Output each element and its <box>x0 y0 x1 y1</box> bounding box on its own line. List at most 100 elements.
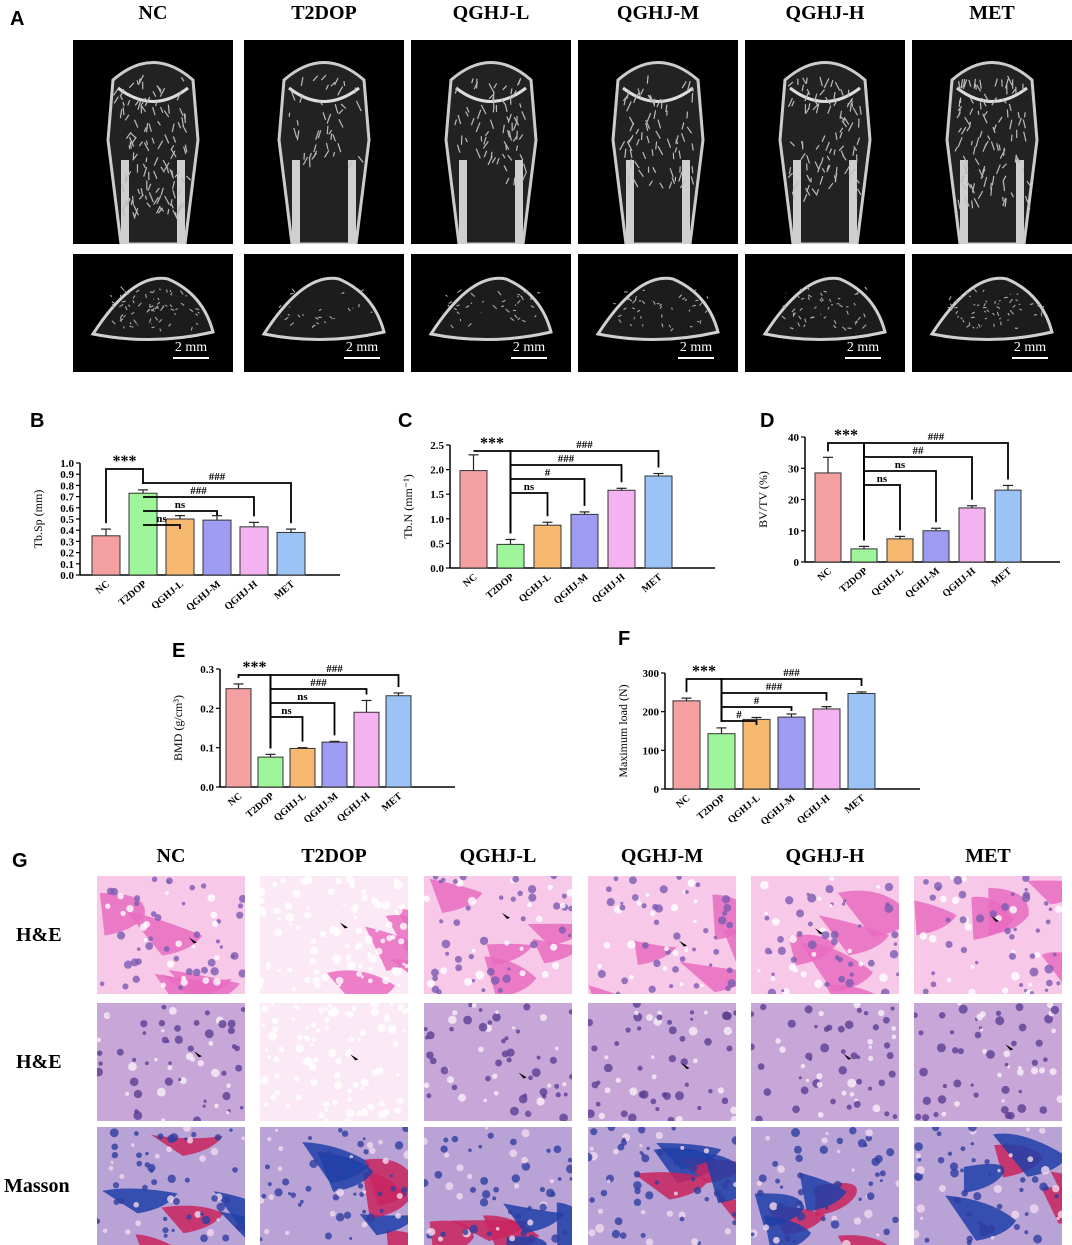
histology-image <box>260 876 408 994</box>
scale-bar: 2 mm <box>833 340 893 359</box>
cell <box>319 1112 325 1118</box>
cell <box>837 1150 841 1154</box>
cell <box>289 922 292 925</box>
cell <box>1011 1211 1019 1219</box>
cell <box>194 1020 200 1026</box>
cell <box>260 1076 268 1084</box>
y-tick-label: 0.0 <box>430 563 444 575</box>
cell <box>880 1170 886 1176</box>
cell <box>291 1017 295 1021</box>
cell <box>111 1143 118 1150</box>
cell <box>1026 1128 1030 1132</box>
cell <box>858 1198 861 1201</box>
cell <box>185 1178 190 1183</box>
y-tick-label: 0 <box>794 557 800 569</box>
cell <box>1020 1177 1025 1182</box>
cell <box>769 951 772 954</box>
bar-qghj-h <box>608 490 635 568</box>
cell <box>214 1104 218 1108</box>
cell <box>161 1005 166 1010</box>
cell <box>982 1049 987 1054</box>
cell <box>640 1090 649 1099</box>
cell <box>849 1127 856 1134</box>
cell <box>188 1046 194 1052</box>
cell <box>986 1050 995 1059</box>
cell <box>208 1041 213 1046</box>
cell <box>1046 980 1053 987</box>
cell <box>1023 891 1030 898</box>
scale-bar-line <box>344 357 380 359</box>
cell <box>562 1230 567 1235</box>
ct-cross-section-image: 2 mm <box>244 254 404 372</box>
x-tick-label: T2DOP <box>117 579 149 608</box>
cell <box>441 1067 449 1075</box>
cell <box>772 918 780 926</box>
cell <box>592 1082 599 1089</box>
cell <box>395 907 403 915</box>
cell <box>124 961 132 969</box>
cell <box>771 972 774 975</box>
cell <box>614 1041 619 1046</box>
cell <box>401 1187 407 1193</box>
cell <box>604 1064 613 1073</box>
cell <box>558 1177 562 1181</box>
cell <box>274 1188 282 1196</box>
cell <box>791 957 797 963</box>
cell <box>796 1200 803 1207</box>
cell <box>1045 965 1054 974</box>
y-tick-label: 1.0 <box>430 514 444 526</box>
cell <box>261 1194 266 1199</box>
y-tick-label: 0.0 <box>200 782 214 794</box>
y-tick-label: 0.1 <box>60 559 74 571</box>
cell <box>396 1097 403 1104</box>
cell <box>663 1092 671 1100</box>
cell <box>358 1183 363 1188</box>
cell <box>201 883 206 888</box>
cell <box>198 1060 204 1066</box>
cell <box>848 961 853 966</box>
cell <box>933 1112 938 1117</box>
cell <box>173 1198 180 1205</box>
cell <box>722 895 730 903</box>
cell <box>959 1005 968 1014</box>
cell <box>204 1100 207 1103</box>
y-axis-label: BV/TV (%) <box>756 471 770 528</box>
scale-bar-label: 2 mm <box>680 340 712 355</box>
cell <box>216 1203 225 1212</box>
cell <box>540 1014 547 1021</box>
cell <box>278 1166 283 1171</box>
cell <box>210 912 217 919</box>
cell <box>1030 953 1035 958</box>
cell <box>203 1105 206 1108</box>
cell <box>597 964 602 969</box>
cell <box>174 956 180 962</box>
cell <box>607 898 615 906</box>
cell <box>845 1020 854 1029</box>
cell <box>514 1183 519 1188</box>
cell <box>994 1185 1002 1193</box>
cell <box>961 1190 968 1197</box>
cell <box>453 879 458 884</box>
cell <box>838 1026 845 1033</box>
cell <box>347 1097 352 1102</box>
cell <box>439 919 443 923</box>
cell <box>235 1065 242 1072</box>
cell <box>1039 1067 1045 1073</box>
cell <box>527 1219 533 1225</box>
scale-bar: 2 mm <box>499 340 559 359</box>
cell <box>948 1152 952 1156</box>
x-tick-label: QGHJ-M <box>184 579 223 614</box>
cell <box>119 1174 124 1179</box>
cell <box>520 947 524 951</box>
cell <box>1019 1090 1022 1093</box>
cell <box>140 1020 147 1027</box>
cell <box>1004 928 1011 935</box>
histology-background <box>588 1003 736 1121</box>
cell <box>491 976 500 985</box>
cell <box>700 984 703 987</box>
cell <box>564 1093 568 1097</box>
cell <box>164 946 170 952</box>
cell <box>863 1143 867 1147</box>
cell <box>826 1025 832 1031</box>
significance-label: ns <box>281 705 292 717</box>
